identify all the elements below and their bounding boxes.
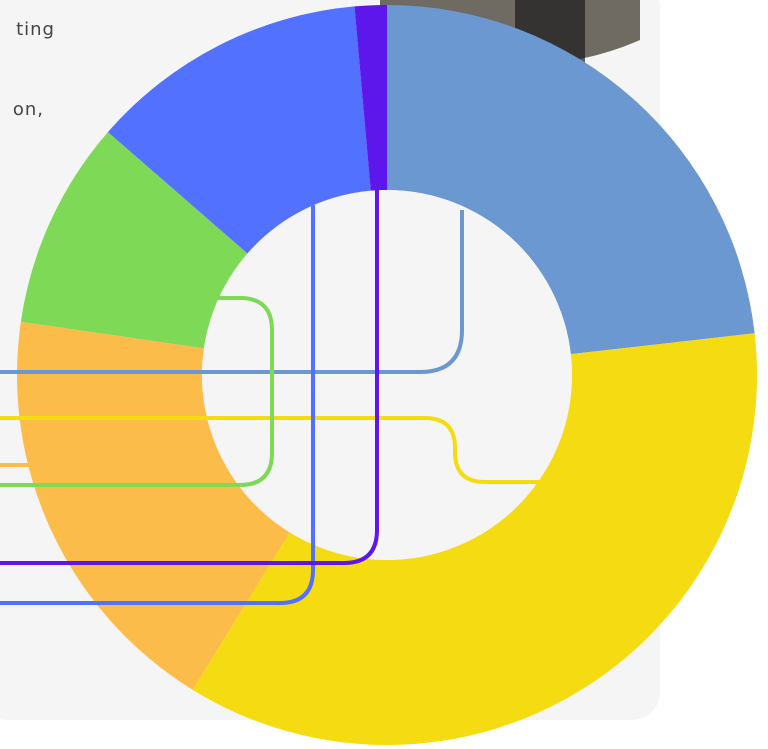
leader-line [0,205,315,605]
donut-segment [16,321,290,690]
leader-lines [0,190,540,605]
leader-line [0,296,274,487]
donut-segment [20,132,248,349]
leader-line [0,210,464,374]
paragraph-fragment: ting [16,19,55,40]
donut [16,5,757,746]
leader-line [0,416,540,484]
donut-segment [387,5,755,355]
donut-hole [202,190,572,560]
donut-segment [354,5,387,191]
donut-segment [192,333,757,746]
leader-line [0,190,379,565]
paragraph-fragment: on, [13,99,44,120]
donut-segment [107,6,371,254]
